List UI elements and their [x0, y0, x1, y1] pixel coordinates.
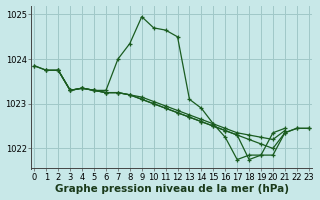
X-axis label: Graphe pression niveau de la mer (hPa): Graphe pression niveau de la mer (hPa) [55, 184, 289, 194]
